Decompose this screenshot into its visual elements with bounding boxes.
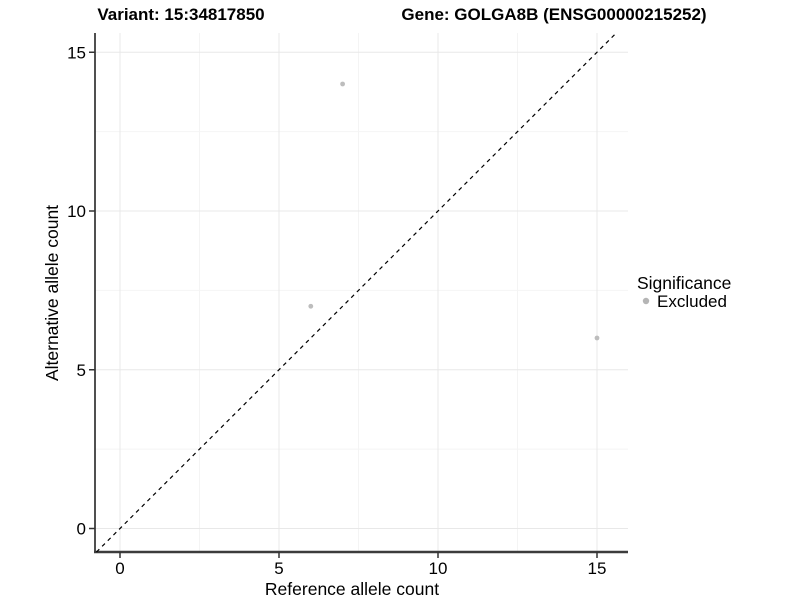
x-tick-label: 15 bbox=[588, 559, 607, 578]
y-tick-label: 15 bbox=[67, 43, 86, 62]
y-tick-label: 10 bbox=[67, 202, 86, 221]
variant-title: Variant: 15:34817850 bbox=[97, 5, 264, 24]
legend-point-icon bbox=[642, 297, 650, 305]
y-axis-title: Alternative allele count bbox=[42, 205, 62, 381]
y-tick-label: 5 bbox=[77, 361, 86, 380]
minor-gridlines bbox=[95, 33, 628, 552]
x-tick-label: 0 bbox=[115, 559, 124, 578]
major-gridlines bbox=[95, 33, 628, 552]
y-tick-label: 0 bbox=[77, 520, 86, 539]
x-axis-ticks: 0 5 10 15 bbox=[115, 552, 606, 578]
data-points bbox=[308, 81, 600, 341]
legend-entry-label: Excluded bbox=[657, 292, 727, 311]
gene-title: Gene: GOLGA8B (ENSG00000215252) bbox=[401, 5, 706, 24]
x-tick-label: 10 bbox=[429, 559, 448, 578]
x-tick-label: 5 bbox=[274, 559, 283, 578]
data-point bbox=[308, 303, 314, 309]
identity-line bbox=[96, 32, 617, 553]
data-point bbox=[340, 81, 345, 87]
x-axis-title: Reference allele count bbox=[265, 579, 439, 599]
data-point bbox=[594, 335, 600, 341]
legend: Significance Excluded bbox=[637, 273, 731, 311]
legend-title: Significance bbox=[637, 273, 731, 293]
y-axis-ticks: 0 5 10 15 bbox=[67, 43, 95, 539]
